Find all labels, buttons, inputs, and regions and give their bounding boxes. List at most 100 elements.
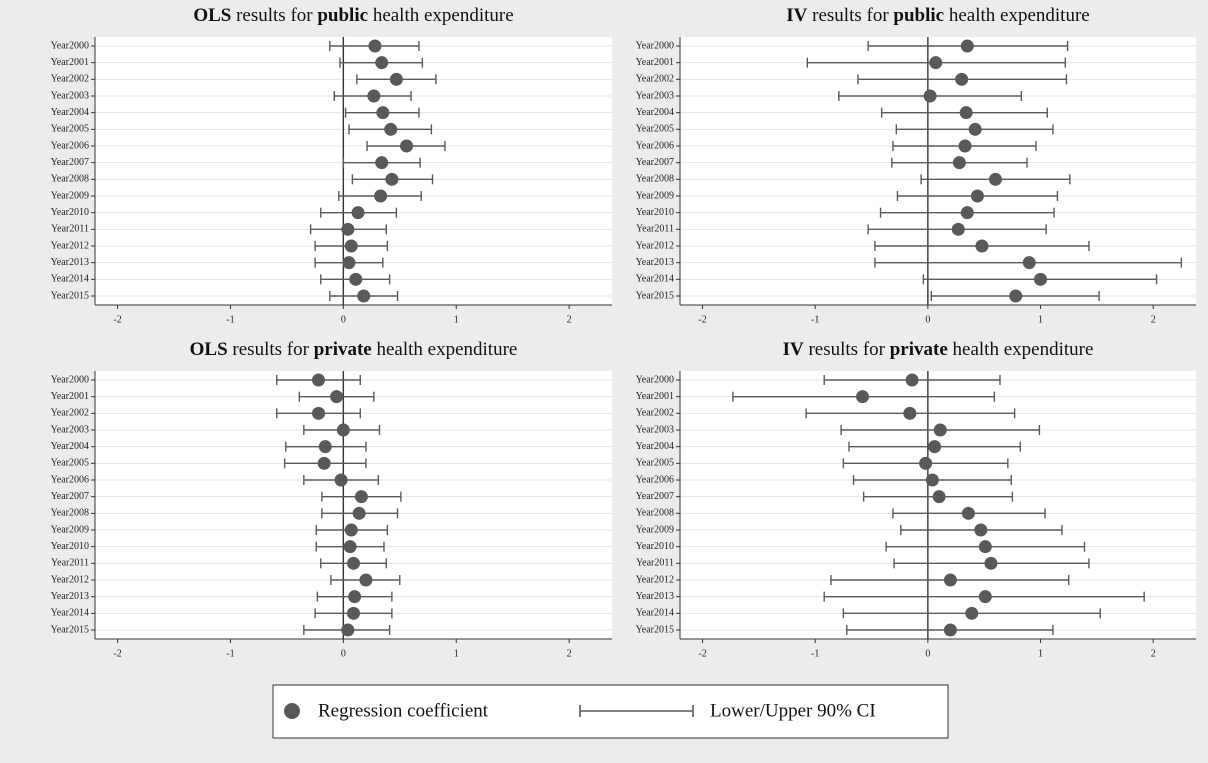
y-tick-label: Year2011 (51, 558, 89, 569)
y-tick-label: Year2000 (51, 374, 89, 385)
x-tick-label: -1 (811, 648, 819, 659)
y-tick-label: Year2013 (636, 257, 674, 268)
y-tick-label: Year2009 (51, 190, 89, 201)
y-tick-label: Year2003 (51, 424, 89, 435)
plot-area (680, 37, 1196, 305)
y-tick-label: Year2010 (51, 207, 89, 218)
coefficient-dot (341, 623, 355, 637)
y-tick-label: Year2007 (51, 157, 89, 168)
title-part: results for (231, 5, 317, 26)
coefficient-dot (347, 606, 360, 620)
y-tick-label: Year2010 (51, 541, 89, 552)
coefficient-dot (903, 406, 917, 420)
y-tick-label: Year2002 (51, 408, 89, 419)
y-tick-label: Year2002 (636, 74, 674, 85)
y-tick-label: Year2015 (636, 290, 674, 301)
y-tick-label: Year2011 (51, 224, 89, 235)
coefficient-dot (375, 56, 389, 70)
y-tick-label: Year2007 (51, 491, 89, 502)
title-part: public (893, 5, 944, 26)
coefficient-dot (344, 523, 358, 537)
y-tick-label: Year2004 (51, 441, 89, 452)
coefficient-dot (975, 239, 989, 253)
coefficient-dot (312, 373, 326, 387)
y-tick-label: Year2012 (636, 240, 674, 251)
y-tick-label: Year2001 (636, 391, 674, 402)
coefficient-dot (943, 573, 957, 587)
y-tick-label: Year2005 (636, 124, 674, 135)
coefficient-dot (312, 406, 326, 420)
coefficient-dot (1034, 272, 1048, 286)
coefficient-dot (965, 606, 979, 620)
plot-area (680, 371, 1196, 639)
coefficient-dot (341, 222, 355, 236)
y-tick-label: Year2011 (636, 558, 674, 569)
y-tick-label: Year2002 (636, 408, 674, 419)
y-tick-label: Year2000 (51, 40, 89, 51)
x-tick-label: -2 (698, 648, 706, 659)
coefficient-dot (375, 156, 389, 170)
y-tick-label: Year2001 (51, 391, 89, 402)
legend-label: Regression coefficient (318, 700, 489, 721)
x-tick-label: -1 (811, 314, 819, 325)
y-tick-label: Year2014 (636, 608, 674, 619)
x-tick-label: 1 (1038, 648, 1043, 659)
y-tick-label: Year2009 (636, 190, 674, 201)
x-tick-label: -1 (226, 314, 234, 325)
title-part: results for (228, 339, 314, 360)
coefficient-dot (970, 189, 984, 203)
coefficient-dot (334, 473, 348, 487)
y-tick-label: Year2015 (636, 624, 674, 635)
y-tick-label: Year2004 (636, 441, 674, 452)
y-tick-label: Year2003 (51, 90, 89, 101)
x-tick-label: -2 (698, 314, 706, 325)
y-tick-label: Year2012 (51, 574, 89, 585)
y-tick-label: Year2013 (51, 591, 89, 602)
y-tick-label: Year2008 (636, 508, 674, 519)
coefficient-dot (952, 156, 966, 170)
title-part: IV (786, 5, 807, 26)
y-tick-label: Year2014 (51, 274, 89, 285)
coefficient-dot (951, 222, 965, 236)
x-tick-label: 1 (1038, 314, 1043, 325)
coefficient-dot (978, 590, 992, 604)
legend-label: Lower/Upper 90% CI (710, 700, 876, 721)
coefficient-dot (928, 440, 942, 454)
coefficient-dot (960, 206, 974, 220)
x-tick-label: -1 (226, 648, 234, 659)
y-tick-label: Year2011 (636, 224, 674, 235)
x-tick-label: -2 (113, 648, 121, 659)
y-tick-label: Year2015 (51, 624, 89, 635)
coefficient-dot (336, 423, 350, 437)
title-part: health expenditure (372, 339, 518, 360)
x-tick-label: 0 (925, 648, 930, 659)
y-tick-label: Year2008 (51, 174, 89, 185)
x-tick-label: 0 (925, 314, 930, 325)
x-tick-label: -2 (113, 314, 121, 325)
y-tick-label: Year2005 (51, 124, 89, 135)
coefficient-dot (351, 206, 365, 220)
coefficient-dot (359, 573, 373, 587)
title-part: results for (807, 5, 893, 26)
coefficient-dot (389, 72, 403, 86)
coefficient-dot (357, 289, 371, 303)
x-tick-label: 2 (1151, 314, 1156, 325)
y-tick-label: Year2010 (636, 207, 674, 218)
y-tick-label: Year2014 (51, 608, 89, 619)
y-tick-label: Year2012 (636, 574, 674, 585)
legend-marker (284, 703, 300, 719)
y-tick-label: Year2012 (51, 240, 89, 251)
title-part: health expenditure (368, 5, 514, 26)
y-tick-label: Year2005 (51, 458, 89, 469)
title-part: OLS (190, 339, 228, 360)
y-tick-label: Year2008 (51, 508, 89, 519)
coefficient-dot (344, 239, 358, 253)
coefficient-dot (968, 122, 982, 136)
coefficient-dot (958, 139, 972, 153)
coefficient-dot (929, 56, 943, 70)
coefficient-dot (974, 523, 988, 537)
y-tick-label: Year2015 (51, 290, 89, 301)
coefficient-dot (923, 89, 937, 103)
coefficient-dot (1022, 256, 1036, 270)
